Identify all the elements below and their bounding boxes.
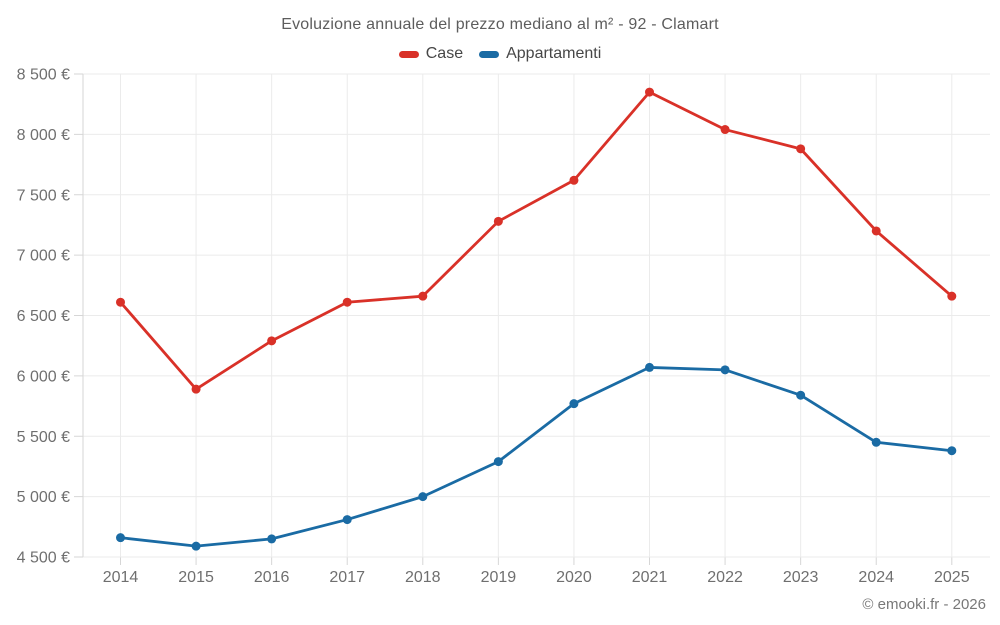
data-point-appartamenti-2015[interactable] xyxy=(191,541,201,551)
data-point-case-2017[interactable] xyxy=(342,297,352,307)
x-tick-label: 2024 xyxy=(858,569,894,586)
data-point-appartamenti-2019[interactable] xyxy=(493,457,503,467)
series-line-appartamenti xyxy=(119,366,954,548)
data-point-appartamenti-2014[interactable] xyxy=(116,533,125,543)
copyright: © emooki.fr - 2026 xyxy=(862,596,986,613)
data-point-case-2016[interactable] xyxy=(267,336,277,346)
y-tick-label: 8 500 € xyxy=(17,67,70,84)
chart-title: Evoluzione annuale del prezzo mediano al… xyxy=(281,16,719,33)
data-point-case-2019[interactable] xyxy=(493,216,503,226)
x-tick-label: 2015 xyxy=(178,569,214,586)
x-tick-label: 2025 xyxy=(934,569,970,586)
data-point-appartamenti-2016[interactable] xyxy=(267,534,277,544)
y-tick-label: 4 500 € xyxy=(17,550,70,567)
data-point-case-2025[interactable] xyxy=(947,291,957,301)
data-point-case-2015[interactable] xyxy=(191,384,201,394)
case-series-swatch-icon xyxy=(398,50,419,58)
x-tick-label: 2014 xyxy=(103,569,139,586)
data-point-case-2014[interactable] xyxy=(116,297,125,307)
x-tick-label: 2018 xyxy=(405,569,441,586)
data-point-appartamenti-2024[interactable] xyxy=(871,437,881,447)
x-tick-label: 2020 xyxy=(556,569,592,586)
x-tick-label: 2022 xyxy=(707,569,743,586)
x-tick-label: 2023 xyxy=(783,569,819,586)
y-tick-label: 7 000 € xyxy=(17,248,70,265)
y-tick-label: 6 000 € xyxy=(17,368,70,385)
data-point-case-2023[interactable] xyxy=(796,144,806,154)
data-point-case-2024[interactable] xyxy=(871,226,881,236)
legend-item-case[interactable]: Case xyxy=(398,45,464,63)
series-line-case xyxy=(119,90,954,391)
legend-label-appartamenti: Appartamenti xyxy=(506,45,602,62)
data-point-appartamenti-2023[interactable] xyxy=(796,390,806,400)
data-point-appartamenti-2021[interactable] xyxy=(645,362,655,372)
appartamenti-series-swatch-icon xyxy=(479,50,500,58)
y-tick-label: 5 500 € xyxy=(17,429,70,446)
data-point-appartamenti-2017[interactable] xyxy=(342,515,352,525)
data-point-appartamenti-2025[interactable] xyxy=(947,446,957,456)
legend: Case Appartamenti xyxy=(0,45,1000,63)
data-point-case-2022[interactable] xyxy=(720,125,730,135)
data-point-appartamenti-2018[interactable] xyxy=(418,492,428,502)
x-tick-label: 2021 xyxy=(632,569,668,586)
legend-item-appartamenti[interactable]: Appartamenti xyxy=(479,45,601,63)
x-tick-label: 2017 xyxy=(329,569,365,586)
y-tick-label: 5 000 € xyxy=(17,489,70,506)
y-tick-label: 8 000 € xyxy=(17,127,70,144)
x-tick-label: 2016 xyxy=(254,569,290,586)
y-tick-label: 7 500 € xyxy=(17,187,70,204)
legend-label-case: Case xyxy=(425,45,464,62)
data-point-case-2018[interactable] xyxy=(418,291,428,301)
data-point-case-2021[interactable] xyxy=(645,87,655,97)
data-point-appartamenti-2022[interactable] xyxy=(720,365,730,375)
y-tick-label: 6 500 € xyxy=(17,308,70,325)
data-point-case-2020[interactable] xyxy=(569,175,579,185)
x-tick-label: 2019 xyxy=(481,569,517,586)
data-point-appartamenti-2020[interactable] xyxy=(569,399,579,409)
